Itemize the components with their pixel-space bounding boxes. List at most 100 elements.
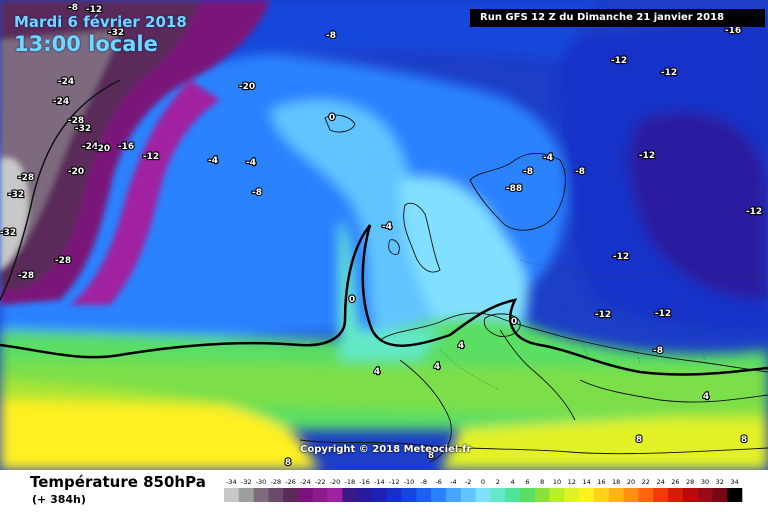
forecast-time: 13:00 locale [14, 32, 158, 56]
scale-swatch [520, 488, 536, 502]
scale-label: 20 [627, 478, 635, 486]
color-scale: -34 -32 -30 -28 -26 -24 -22 -20 -18 -16 -14 -12 -10-… [224, 478, 743, 502]
contour-label: -32 [8, 190, 24, 200]
scale-swatch [224, 488, 240, 502]
field-yellow-south [0, 380, 320, 470]
scale-label: 24 [656, 478, 664, 486]
scale-label: 0 [481, 478, 485, 486]
scale-swatch [697, 488, 713, 502]
scale-label: 4 [511, 478, 515, 486]
borders [439, 259, 768, 391]
field-yellow-east [440, 410, 768, 470]
contour-label: 8 [285, 458, 291, 468]
scale-swatch [579, 488, 595, 502]
contour-label: 8 [741, 435, 747, 445]
scale-label: 34 [730, 478, 738, 486]
scale-swatch [712, 488, 728, 502]
scale-label: -26 [285, 478, 296, 486]
scale-label: 10 [553, 478, 561, 486]
scale-label: 6 [525, 478, 529, 486]
scale-label: -28 [270, 478, 281, 486]
scale-swatch [416, 488, 432, 502]
contour-label: -12 [639, 151, 655, 161]
scale-swatch [490, 488, 506, 502]
scale-label: 28 [686, 478, 694, 486]
scale-swatch [253, 488, 269, 502]
contour-label: 4 [458, 341, 464, 351]
contour-labels: -8 -12-32 -8 -16-24-24-20-12-12-28-320-24-2… [0, 2, 763, 469]
scale-swatch [608, 488, 624, 502]
contour-label: -8 [252, 188, 262, 198]
contour-label: -4 [382, 222, 392, 232]
scale-label: -6 [435, 478, 441, 486]
field-lime [0, 360, 768, 420]
contour-label: -12 [746, 207, 762, 217]
contour-label: -24 [58, 77, 74, 87]
scale-swatch [549, 488, 565, 502]
contour-label: 0 [329, 113, 335, 123]
scale-label: 14 [582, 478, 590, 486]
scale-swatch [357, 488, 373, 502]
scale-swatch [446, 488, 462, 502]
scale-label: 22 [642, 478, 650, 486]
scale-label: -32 [241, 478, 252, 486]
contour-label: -32 [0, 228, 16, 238]
contour-label: -20 [68, 167, 84, 177]
contour-label: 4 [434, 362, 440, 372]
scale-swatch [372, 488, 388, 502]
field-magenta-band [70, 80, 220, 305]
contour-label: -8 [653, 346, 663, 356]
contour-label: 8 [636, 435, 642, 445]
contour-label: -20 [94, 144, 110, 154]
scale-label: -18 [344, 478, 355, 486]
scale-label: 12 [568, 478, 576, 486]
contour-label: -4 [246, 158, 256, 168]
contour-label: -12 [611, 56, 627, 66]
contour-label: -20 [239, 82, 255, 92]
scale-swatch [638, 488, 654, 502]
field-grey-core [0, 30, 120, 260]
contour-label: 0 [349, 295, 355, 305]
field-ne-darker [629, 112, 768, 300]
contour-label: -32 [108, 28, 124, 38]
contour-label: -12 [86, 5, 102, 15]
contour-label: 8 [428, 451, 434, 461]
contour-label: -12 [655, 309, 671, 319]
temperature-map: -8 -12-32 -8 -16-24-24-20-12-12-28-320-24-2… [0, 0, 768, 470]
contour-label: -28 [18, 173, 34, 183]
contour-label: -28 [68, 116, 84, 126]
scale-label: 2 [496, 478, 500, 486]
scale-label: -2 [465, 478, 471, 486]
scale-swatch [342, 488, 358, 502]
isotherm-cold [0, 79, 121, 301]
copyright: Copyright © 2018 Meteociel.fr [300, 444, 472, 455]
parameter-title: Température 850hPa [30, 473, 206, 491]
contour-label: -12 [595, 310, 611, 320]
forecast-date: Mardi 6 février 2018 [14, 13, 187, 31]
scale-swatch [594, 488, 610, 502]
scale-swatch [682, 488, 698, 502]
contour-label: -4 [208, 156, 218, 166]
scale-swatch [327, 488, 343, 502]
contour-label: -12 [613, 252, 629, 262]
contour-label: 4 [703, 392, 709, 402]
contour-label: 0 [511, 317, 517, 327]
scale-label: 30 [701, 478, 709, 486]
contour-label: -12 [661, 68, 677, 78]
contour-label: -12 [143, 152, 159, 162]
contour-label: -16 [725, 26, 741, 36]
scale-swatch [298, 488, 314, 502]
scale-label: 16 [597, 478, 605, 486]
scale-label: -20 [330, 478, 341, 486]
lead-time: (+ 384h) [32, 493, 86, 506]
contour-label: -8 [575, 167, 585, 177]
contour-label: -28 [18, 271, 34, 281]
scale-label: -22 [315, 478, 326, 486]
scale-swatch [653, 488, 669, 502]
contour-label: -8 [523, 167, 533, 177]
scale-swatch [312, 488, 328, 502]
contour-label: -32 [75, 124, 91, 134]
isotherm-zero [0, 224, 768, 376]
scale-label: -30 [256, 478, 267, 486]
